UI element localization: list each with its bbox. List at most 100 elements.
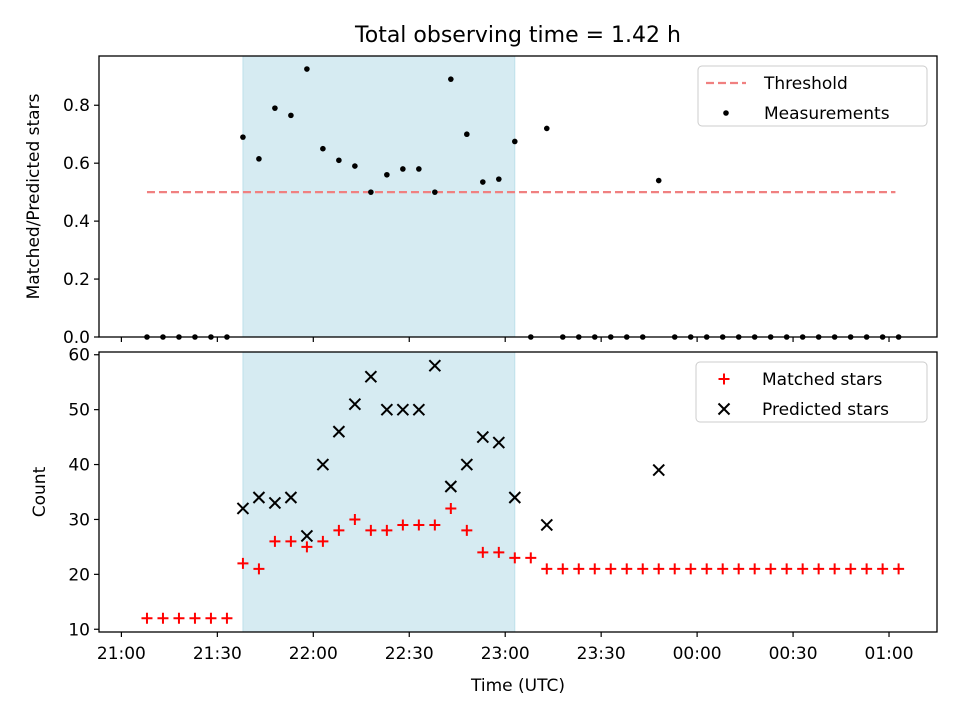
matched-star-marker [701,563,713,575]
predicted-star-marker [252,491,266,504]
y-tick-label: 0.8 [63,96,90,116]
y-tick-label: 10 [68,620,90,640]
measurement-point [432,189,438,195]
matched-star-marker [877,563,889,575]
measurement-point [448,76,454,82]
matched-star-marker [685,563,697,575]
x-tick-label: 00:30 [769,644,818,664]
predicted-star-marker [476,430,490,444]
predicted-star-marker [348,397,362,411]
count-panel: 10 20 30 40 50 60 21:00 21:30 22:00 22:30 23:00 23:… [68,346,938,664]
legend: Matched stars Predicted stars [695,361,928,423]
y-tick-label: 50 [68,401,90,421]
matched-star-marker [141,612,153,624]
matched-star-marker [381,524,393,536]
matched-star-marker [669,563,681,575]
observing-window-band [242,55,516,338]
predicted-star-marker [492,436,506,449]
measurement-point [304,66,310,72]
matched-star-marker [733,563,745,575]
matched-stars-series [141,502,905,624]
matched-star-marker [813,563,825,575]
matched-star-marker [573,563,585,575]
matched-star-marker [605,563,617,575]
ratio-panel: 0.0 0.2 0.4 0.6 0.8 Threshold Measurements [63,55,938,348]
matched-star-marker [397,519,409,531]
predicted-star-marker [540,518,553,532]
measurement-point [240,134,246,140]
axes-frame [98,55,938,338]
matched-star-marker [637,563,649,575]
measurement-point [288,112,294,119]
ratio-y-axis-label: Matched/Predicted stars [24,93,44,299]
measurements-series [144,66,902,340]
measurement-point [480,179,486,185]
matched-star-marker [781,563,793,575]
matched-star-marker [893,563,905,575]
matched-star-marker [253,563,265,575]
matched-star-marker [829,563,841,575]
measurement-point [272,105,278,111]
predicted-star-marker [268,496,282,510]
legend-label: Threshold [763,74,848,94]
matched-star-marker [461,524,473,536]
predicted-star-marker [300,529,314,543]
matched-star-marker [749,563,761,575]
matched-star-marker [301,541,313,553]
predicted-star-marker [428,359,442,372]
y-tick-label: 30 [68,510,90,530]
y-tick-label: 0.0 [63,328,90,348]
matched-star-marker [653,563,665,575]
y-tick-label: 0.2 [63,270,90,290]
matched-star-marker [765,563,777,575]
x-axis-label: Time (UTC) [470,676,565,696]
measurement-point [336,157,342,164]
matched-star-marker [189,612,201,624]
x-tick-label: 01:00 [865,644,914,664]
count-y-axis-label: Count [30,466,50,517]
measurement-point [256,156,262,162]
matched-star-marker [173,612,185,624]
predicted-star-marker [332,425,346,438]
measurement-point [464,131,470,138]
y-tick-label: 40 [68,456,90,476]
measurement-point [320,145,326,152]
measurement-point [384,171,390,178]
matched-star-marker [205,612,217,624]
predicted-star-marker [364,370,378,383]
matched-star-marker [429,519,441,531]
legend: Threshold Measurements [697,65,928,127]
measurement-point [496,176,502,182]
y-tick-label: 0.4 [63,212,90,232]
x-tick-label: 22:30 [385,644,434,664]
matched-star-marker [845,563,857,575]
legend-predicted-handle [717,402,731,416]
predicted-star-marker [460,458,474,471]
x-tick-label: 22:00 [289,644,338,664]
x-tick-label: 21:00 [97,644,146,664]
chart-title: Total observing time = 1.42 h [354,23,681,48]
predicted-star-marker [316,458,330,471]
measurement-point [400,166,406,172]
legend-label: Measurements [764,104,890,124]
matched-star-marker [525,552,537,564]
legend-measurement-handle [723,110,729,116]
axes-frame [98,351,938,633]
measurement-point [543,125,550,132]
matched-star-marker [477,546,489,558]
predicted-star-marker [412,403,426,416]
measurement-point [512,138,518,145]
matched-star-marker [269,535,281,547]
matched-star-marker [317,535,329,547]
legend-matched-handle [718,373,730,385]
predicted-star-marker [236,502,250,515]
x-tick-label: 23:00 [481,644,530,664]
legend-box [697,65,928,127]
legend-box [695,361,928,423]
y-tick-label: 0.6 [63,154,90,174]
measurement-point [352,163,358,169]
x-tick-label: 23:30 [577,644,626,664]
y-tick-label: 20 [68,565,90,585]
matched-star-marker [797,563,809,575]
